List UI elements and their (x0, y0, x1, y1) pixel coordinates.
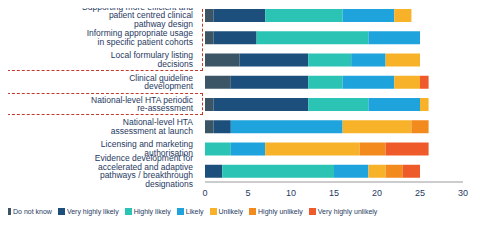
svg-text:Supporting more efficient andp: Supporting more efficient andpatient cen… (82, 8, 193, 29)
svg-text:Evidence development foraccele: Evidence development foraccelerated and … (95, 153, 194, 189)
svg-text:0: 0 (202, 188, 207, 198)
svg-text:15: 15 (329, 188, 339, 198)
svg-text:30: 30 (458, 188, 468, 198)
svg-text:5: 5 (245, 188, 250, 198)
svg-text:Local formulary listingdecisio: Local formulary listingdecisions (111, 50, 193, 69)
svg-text:20: 20 (372, 188, 382, 198)
svg-text:National-level HTAassessment a: National-level HTAassessment at launch (111, 117, 194, 136)
svg-text:National-level HTA periodicre-: National-level HTA periodicre-assessment (91, 95, 194, 114)
svg-text:Clinical guidelinedevelopment: Clinical guidelinedevelopment (129, 73, 193, 92)
svg-text:25: 25 (415, 188, 425, 198)
svg-text:10: 10 (286, 188, 296, 198)
svg-text:Informing appropriate usagein: Informing appropriate usagein specific p… (87, 28, 194, 47)
